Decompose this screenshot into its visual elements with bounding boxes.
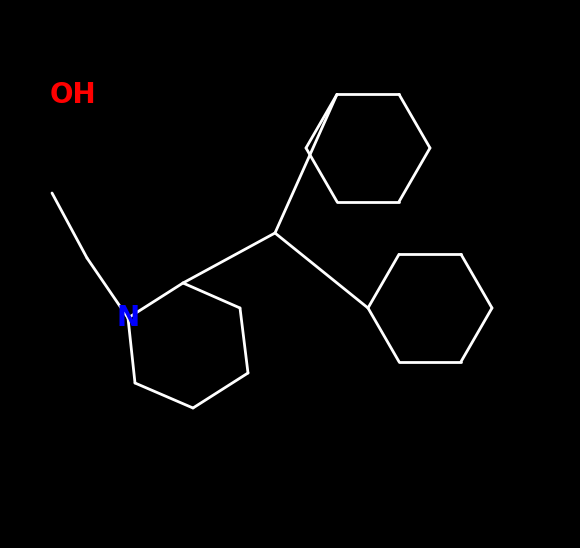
Text: N: N (117, 304, 140, 332)
Text: OH: OH (50, 81, 97, 109)
